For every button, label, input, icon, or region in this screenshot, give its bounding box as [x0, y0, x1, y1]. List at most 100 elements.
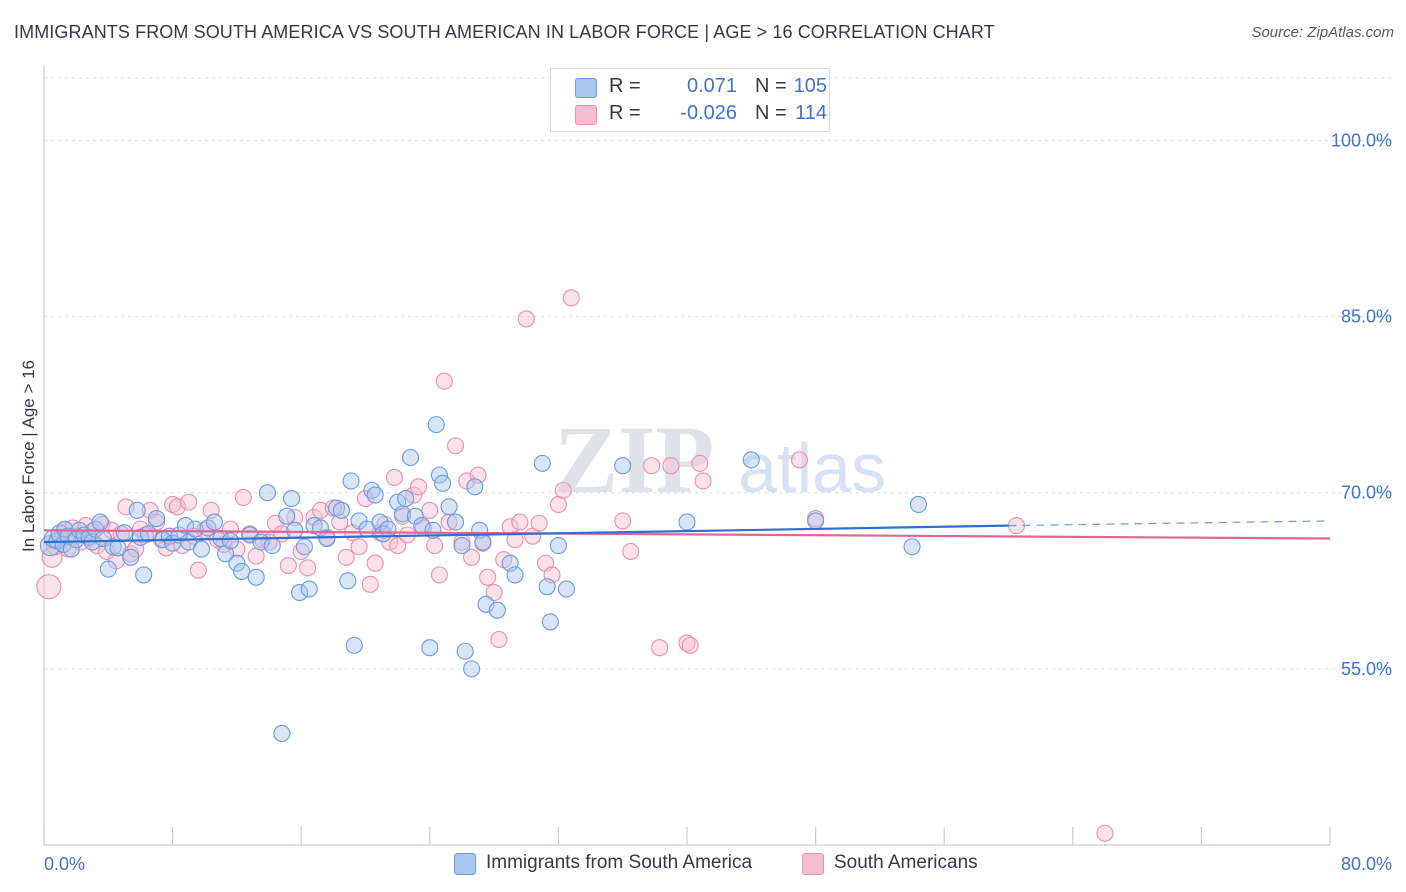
point-immigrants — [446, 513, 465, 531]
point-south-americans — [36, 574, 62, 600]
point-south-americans — [614, 512, 632, 530]
point-immigrants — [807, 512, 825, 530]
point-south-americans — [479, 568, 497, 586]
point-south-americans — [180, 493, 198, 511]
bottom-legend-label: South Americans — [834, 852, 978, 873]
point-south-americans — [435, 372, 453, 390]
trend-line-south-americans — [43, 529, 1331, 540]
legend-n-label: N = — [755, 102, 787, 124]
bottom-legend-swatch-pink — [802, 853, 824, 875]
point-immigrants — [742, 451, 760, 469]
point-immigrants — [263, 537, 281, 555]
point-south-americans — [678, 634, 696, 652]
source-credit: Source: ZipAtlas.com — [1251, 24, 1394, 41]
point-immigrants — [217, 545, 235, 563]
point-immigrants — [466, 478, 484, 496]
point-immigrants — [147, 510, 166, 528]
point-immigrants — [186, 520, 204, 538]
point-south-americans — [117, 498, 135, 516]
point-immigrants — [434, 474, 452, 492]
point-immigrants — [557, 580, 575, 598]
point-immigrants — [678, 513, 696, 531]
point-immigrants — [342, 472, 360, 490]
point-south-americans — [530, 514, 548, 532]
point-south-americans — [385, 468, 403, 487]
point-immigrants — [328, 499, 346, 517]
point-south-americans — [189, 561, 207, 579]
point-immigrants — [247, 568, 265, 586]
watermark-atlas: atlas — [738, 429, 886, 507]
point-south-americans — [421, 501, 439, 519]
point-immigrants — [128, 501, 146, 519]
point-immigrants — [533, 454, 551, 472]
point-immigrants — [456, 642, 474, 660]
point-immigrants — [440, 498, 458, 516]
legend-n-value: 114 — [795, 102, 827, 124]
point-immigrants — [463, 660, 481, 678]
point-south-americans — [463, 548, 481, 566]
point-immigrants — [909, 495, 928, 514]
point-immigrants — [228, 554, 246, 572]
point-south-americans — [409, 478, 428, 496]
y-tick-label: 70.0% — [1341, 483, 1392, 503]
x-tick-label-min: 0.0% — [44, 854, 85, 874]
point-immigrants — [176, 517, 195, 535]
series-immigrants-points — [39, 416, 928, 742]
point-immigrants — [614, 457, 632, 475]
point-immigrants — [538, 578, 556, 596]
trend-line-immigrants-extension — [1008, 520, 1331, 527]
point-south-americans — [337, 548, 355, 566]
point-south-americans — [426, 537, 444, 555]
legend-n-value: 105 — [793, 75, 827, 97]
point-south-americans — [299, 559, 317, 577]
watermark: ZIP atlas — [554, 406, 886, 513]
point-immigrants — [374, 525, 392, 543]
point-immigrants — [283, 490, 301, 508]
y-tick-label: 100.0% — [1331, 130, 1392, 150]
point-immigrants — [363, 481, 381, 499]
legend-r-label: R = — [609, 102, 641, 124]
legend-n-label: N = — [755, 75, 787, 97]
legend-r-value: -0.026 — [680, 102, 737, 124]
point-immigrants — [506, 566, 524, 584]
point-immigrants — [397, 490, 415, 508]
point-immigrants — [295, 538, 313, 556]
point-immigrants — [192, 540, 211, 558]
point-immigrants — [549, 537, 567, 555]
point-south-americans — [681, 636, 699, 654]
point-south-americans — [361, 575, 379, 593]
gridlines — [44, 77, 1392, 670]
point-immigrants — [273, 724, 291, 742]
point-immigrants — [903, 538, 921, 556]
series-south-americans-points — [36, 289, 1114, 842]
point-immigrants — [286, 521, 304, 539]
point-immigrants — [233, 562, 251, 580]
point-south-americans — [350, 538, 368, 556]
point-south-americans — [366, 554, 384, 572]
point-immigrants — [300, 580, 318, 598]
point-immigrants — [122, 548, 140, 566]
point-immigrants — [305, 517, 323, 535]
point-south-americans — [430, 566, 448, 584]
y-tick-label: 55.0% — [1341, 659, 1392, 679]
point-immigrants — [135, 566, 153, 584]
point-immigrants — [205, 513, 223, 531]
point-immigrants — [54, 535, 72, 553]
legend-swatch-blue — [575, 78, 597, 98]
point-south-americans — [485, 583, 503, 602]
point-south-americans — [643, 457, 661, 475]
point-immigrants — [332, 501, 350, 519]
bottom-legend-label: Immigrants from South America — [486, 852, 753, 873]
point-south-americans — [279, 556, 297, 575]
point-south-americans — [440, 513, 458, 531]
point-south-americans — [554, 481, 572, 499]
point-south-americans — [506, 531, 524, 549]
point-immigrants — [421, 639, 439, 657]
point-immigrants — [91, 513, 109, 531]
point-south-americans — [511, 513, 529, 531]
point-south-americans — [651, 639, 669, 657]
correlation-legend: R = 0.071 N = 105 R = -0.026 N = 114 — [550, 68, 830, 132]
point-immigrants — [221, 532, 240, 550]
point-immigrants — [115, 524, 133, 542]
